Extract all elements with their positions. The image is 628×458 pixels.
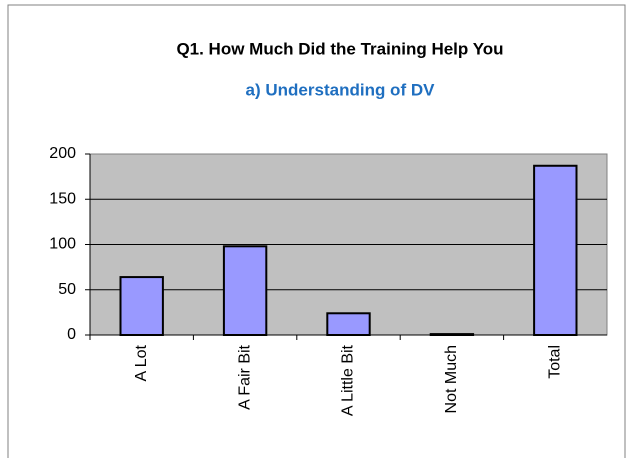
bar — [533, 164, 578, 336]
bar — [119, 276, 164, 336]
x-tick-label: A Little Bit — [340, 344, 357, 416]
chart-title: Q1. How Much Did the Training Help You — [176, 39, 503, 58]
y-tick-label: 150 — [49, 190, 76, 207]
chart-subtitle: a) Understanding of DV — [246, 80, 436, 99]
bar — [326, 312, 371, 336]
x-tick-label: A Lot — [133, 344, 150, 381]
bar — [222, 245, 268, 336]
x-tick-label: Not Much — [443, 345, 460, 413]
y-tick-label: 200 — [49, 145, 76, 162]
bar — [429, 333, 475, 337]
x-tick-label: A Fair Bit — [236, 344, 253, 409]
y-tick-label: 50 — [58, 281, 76, 298]
y-tick-label: 0 — [67, 326, 76, 343]
y-tick-label: 100 — [49, 236, 76, 253]
x-tick-label: Total — [547, 345, 564, 379]
